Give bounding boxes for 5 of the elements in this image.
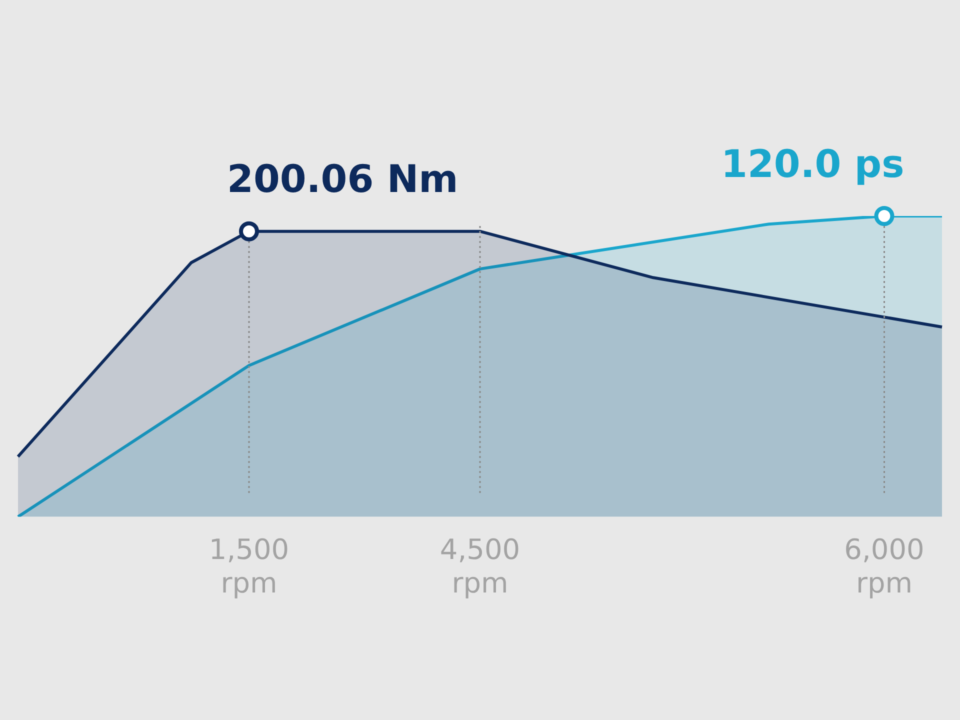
x-tick-label: 1,500 rpm	[208, 532, 290, 600]
x-tick-label: 6,000 rpm	[844, 532, 924, 600]
x-tick-label: 4,500 rpm	[440, 532, 520, 600]
annotation: 200.06 Nm	[227, 157, 458, 202]
annotation: 120.0 ps	[721, 142, 904, 186]
